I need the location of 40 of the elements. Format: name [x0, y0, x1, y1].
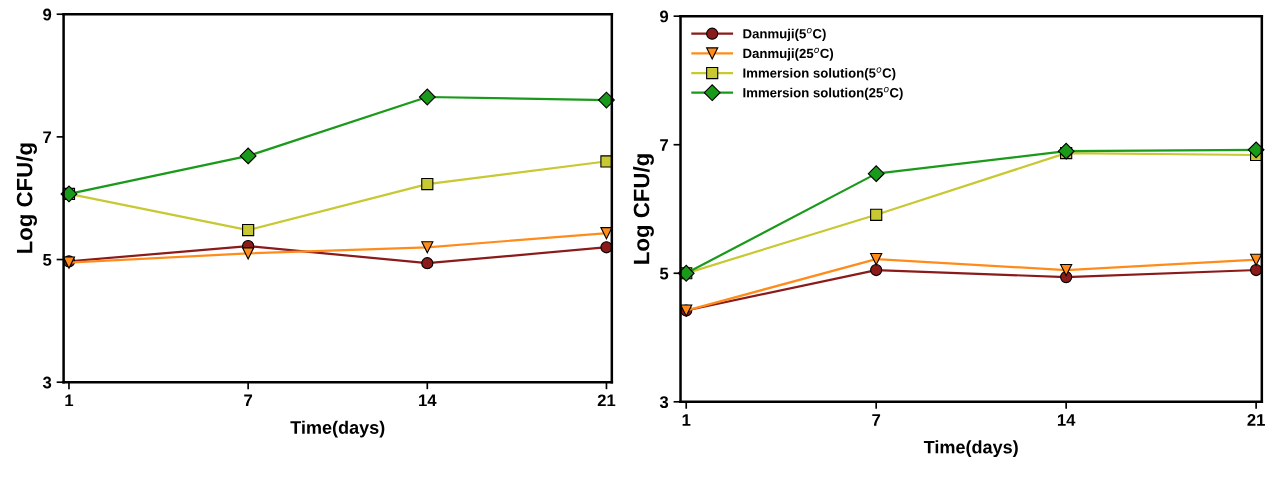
x-axis-title: Time(days) [290, 420, 385, 438]
x-tick-label: 1 [682, 414, 691, 426]
x-tick-label: 7 [872, 414, 881, 426]
point [870, 208, 883, 221]
y-tick-label: 3 [659, 396, 669, 409]
point [870, 263, 883, 277]
legend-label: Danmuji(25$^{o}$C) [743, 47, 834, 61]
x-axis-title: Time(days) [923, 440, 1018, 458]
x-tick-label: 1 [65, 394, 74, 407]
x-tick-label: 7 [244, 394, 253, 407]
y-tick-label: 7 [660, 139, 668, 151]
point [421, 177, 434, 191]
y-tick-label: 5 [659, 267, 669, 280]
x-tick-label: 21 [1247, 414, 1265, 426]
y-tick-label: 9 [660, 10, 669, 23]
y-tick-label: 7 [43, 131, 52, 143]
point [421, 257, 434, 270]
y-tick-label: 9 [43, 8, 52, 21]
legend-label: Immersion solution(25$^{o}$C) [743, 87, 903, 100]
point [1057, 142, 1075, 160]
x-tick-label: 21 [597, 394, 616, 407]
point [598, 91, 615, 109]
point [239, 147, 257, 165]
point [1250, 263, 1263, 277]
point [418, 88, 436, 106]
y-tick-label: 5 [43, 254, 52, 266]
x-tick-label: 14 [1057, 414, 1076, 426]
y-axis-title: Log CFU/g [16, 143, 37, 253]
point [867, 165, 885, 183]
point [1060, 263, 1073, 277]
y-axis-title: Log CFU/g [633, 154, 654, 264]
point [421, 241, 434, 254]
legend-label: Immersion solution(5$^{o}$C) [743, 67, 896, 81]
point [870, 253, 883, 266]
point [242, 223, 255, 237]
x-tick-label: 14 [419, 394, 437, 407]
y-tick-label: 3 [42, 376, 52, 389]
legend-label: Danmuji(5$^{o}$C) [743, 28, 826, 42]
point [242, 247, 255, 260]
point [1247, 141, 1265, 159]
